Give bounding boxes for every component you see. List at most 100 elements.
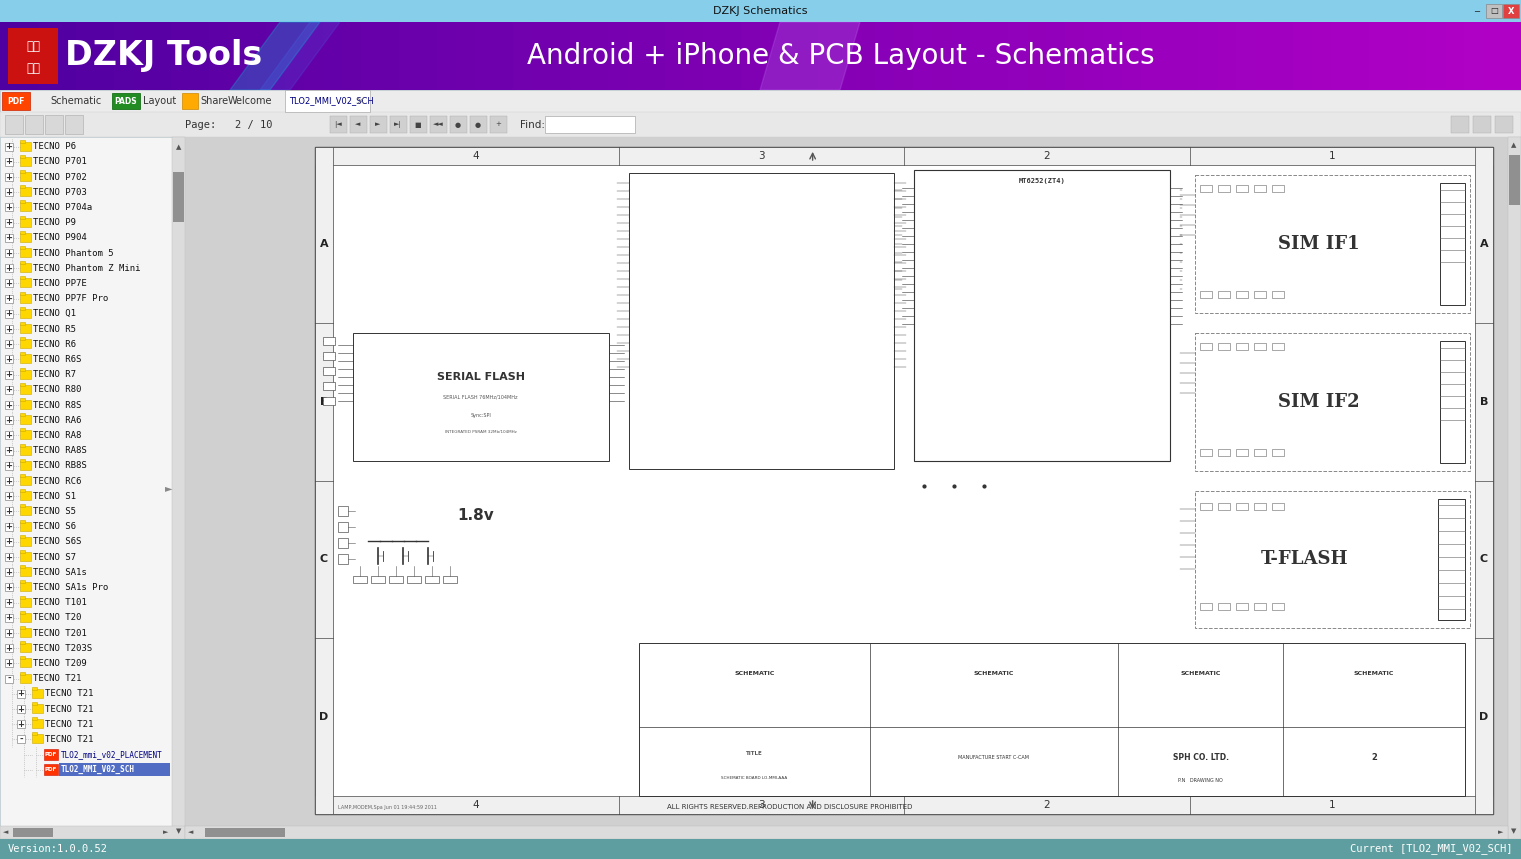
Bar	[20, 520, 24, 522]
Bar	[20, 261, 24, 265]
Bar	[17, 690, 24, 698]
Bar	[5, 115, 23, 134]
Bar	[14, 828, 53, 837]
Text: TECNO P701: TECNO P701	[33, 157, 87, 167]
Bar	[20, 263, 30, 272]
Bar	[5, 538, 14, 545]
Bar	[172, 22, 192, 90]
Text: Version:1.0.0.52: Version:1.0.0.52	[8, 844, 108, 854]
Bar	[780, 22, 800, 90]
Text: 4: 4	[473, 151, 479, 161]
Text: -: -	[8, 674, 11, 683]
Bar	[1440, 341, 1465, 462]
Bar	[1351, 22, 1370, 90]
Bar	[0, 839, 1521, 859]
Text: TECNO R80: TECNO R80	[33, 386, 82, 394]
Text: 4: 4	[473, 800, 479, 810]
Bar	[20, 446, 30, 454]
Bar	[1253, 503, 1265, 509]
Text: TECNO Q1: TECNO Q1	[33, 309, 76, 319]
Bar	[59, 763, 170, 777]
Bar	[17, 735, 24, 743]
Bar	[760, 22, 782, 90]
Bar	[443, 576, 456, 582]
Bar	[20, 398, 24, 401]
Text: ◄: ◄	[356, 121, 360, 127]
Text: P.N   DRAWING NO: P.N DRAWING NO	[1179, 778, 1223, 783]
Bar	[818, 22, 838, 90]
Text: TECNO T21: TECNO T21	[46, 704, 93, 714]
Text: 2: 2	[1370, 753, 1377, 762]
Bar	[20, 567, 30, 576]
Bar	[266, 22, 287, 90]
Bar	[5, 234, 14, 241]
Bar	[20, 355, 30, 363]
Text: +: +	[6, 568, 12, 576]
Bar	[8, 28, 58, 84]
Bar	[424, 576, 440, 582]
Text: +: +	[6, 507, 12, 516]
Bar	[322, 22, 344, 90]
Bar	[456, 22, 478, 90]
Bar	[1495, 116, 1513, 133]
Text: D: D	[319, 712, 329, 722]
Bar	[1065, 22, 1086, 90]
Text: SERIAL FLASH: SERIAL FLASH	[437, 373, 525, 382]
Text: TECNO RA6: TECNO RA6	[33, 416, 82, 424]
Text: PDF: PDF	[46, 752, 58, 757]
Text: +: +	[494, 121, 500, 127]
Bar	[1235, 603, 1247, 610]
Bar	[46, 115, 62, 134]
Bar	[0, 112, 1521, 137]
Bar	[1451, 116, 1469, 133]
Text: ◄: ◄	[189, 829, 193, 835]
Bar	[20, 643, 30, 652]
Text: TECNO T21: TECNO T21	[46, 689, 93, 698]
Text: 科技: 科技	[26, 62, 40, 75]
Text: ×: ×	[356, 96, 365, 106]
Text: TECNO T21: TECNO T21	[46, 720, 93, 728]
Text: TECNO T21: TECNO T21	[33, 674, 82, 683]
Text: TECNO SA1s Pro: TECNO SA1s Pro	[33, 583, 108, 592]
Text: SCHEMATIC: SCHEMATIC	[735, 671, 774, 676]
Bar	[837, 22, 858, 90]
Bar	[18, 22, 40, 90]
Bar	[1472, 116, 1491, 133]
Bar	[742, 22, 762, 90]
Bar	[20, 550, 24, 553]
Text: 东震: 东震	[26, 40, 40, 52]
Bar	[608, 22, 630, 90]
Text: SCHEMATIC: SCHEMATIC	[973, 671, 1015, 676]
Bar	[32, 689, 43, 698]
Text: +: +	[6, 446, 12, 455]
Bar	[1275, 22, 1294, 90]
Text: A: A	[1480, 239, 1489, 249]
Text: +: +	[6, 294, 12, 303]
Bar	[5, 356, 14, 363]
Bar	[32, 717, 37, 720]
Text: Welcome: Welcome	[228, 96, 272, 106]
Bar	[5, 279, 14, 288]
Bar	[20, 582, 30, 591]
Text: Current [TLO2_MMI_V02_SCH]: Current [TLO2_MMI_V02_SCH]	[1351, 844, 1513, 855]
Text: TECNO Phantom 5: TECNO Phantom 5	[33, 248, 114, 258]
Bar	[20, 324, 30, 333]
Bar	[20, 307, 24, 310]
Bar	[1293, 22, 1314, 90]
Bar	[20, 385, 30, 393]
Bar	[5, 508, 14, 515]
Text: +: +	[6, 386, 12, 394]
Text: SERIAL FLASH 76MHz/104MHz: SERIAL FLASH 76MHz/104MHz	[444, 394, 519, 399]
Text: +: +	[6, 598, 12, 607]
Text: TECNO S5: TECNO S5	[33, 507, 76, 516]
Bar	[304, 22, 325, 90]
Bar	[1507, 137, 1521, 839]
Bar	[190, 22, 211, 90]
Text: SCHEMATIC BOARD LO-MMI-AAA: SCHEMATIC BOARD LO-MMI-AAA	[721, 776, 788, 780]
Text: 1: 1	[1329, 800, 1335, 810]
Text: TECNO S6S: TECNO S6S	[33, 537, 82, 546]
Bar	[20, 581, 24, 583]
Bar	[5, 295, 14, 302]
Bar	[0, 826, 186, 839]
Text: +: +	[6, 629, 12, 637]
